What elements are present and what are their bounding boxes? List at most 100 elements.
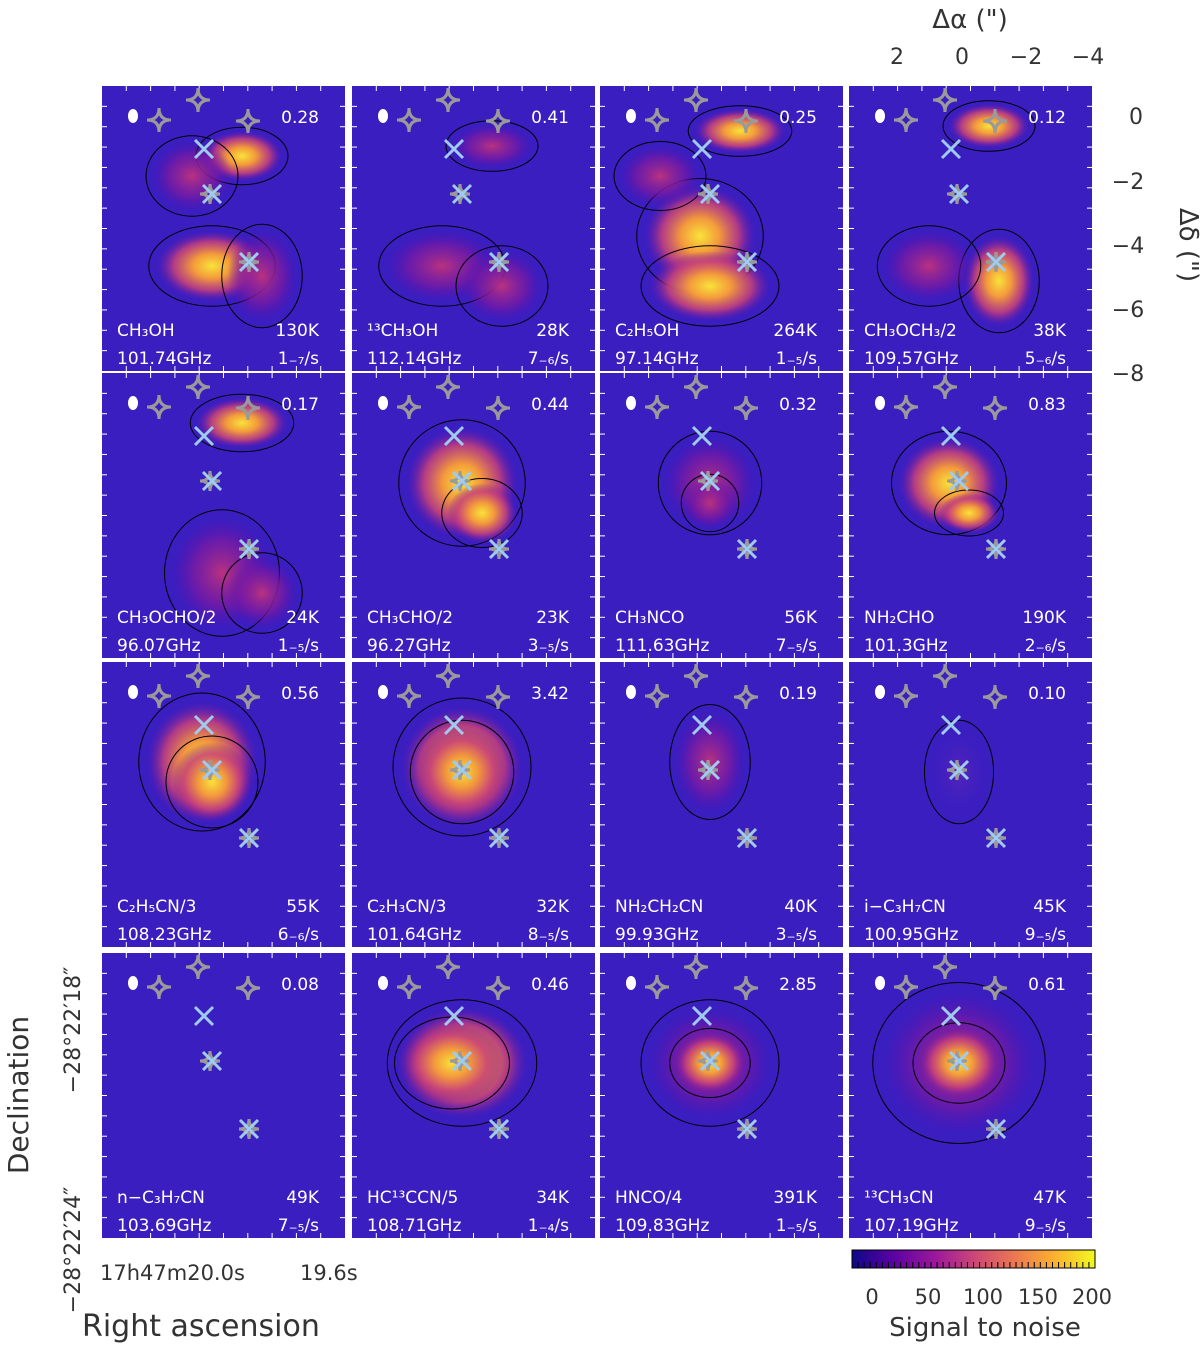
contour-line	[934, 489, 1004, 537]
contour-line	[386, 999, 538, 1127]
emission-blob	[695, 109, 785, 153]
colorbar-tick: 100	[963, 1285, 1003, 1309]
map-panel: 0.32 CH₃NCO 56K 111.63GHz 7₋₅/s	[600, 373, 843, 658]
emission-blob	[197, 398, 287, 448]
right-axis-tick: −6	[1112, 298, 1144, 323]
contour-line	[640, 245, 780, 327]
map-panel: 0.17 CH₃OCHO/2 24K 96.07GHz 1₋₅/s	[102, 373, 345, 658]
source-markers	[644, 87, 759, 273]
peak-value: 0.46	[531, 975, 569, 995]
upper-energy: 47K	[1033, 1188, 1067, 1208]
upper-energy: 264K	[773, 321, 817, 341]
peak-value: 0.61	[1028, 975, 1066, 995]
contour-line	[613, 141, 707, 211]
color-scale: 1₋₅/s	[278, 636, 319, 656]
color-scale: 5₋₆/s	[1025, 349, 1066, 369]
line-frequency: 103.69GHz	[117, 1216, 211, 1236]
beam-ellipse	[128, 976, 138, 990]
emission-blob	[949, 104, 1029, 148]
molecule-name: CH₃NCO	[615, 608, 684, 628]
emission-blob	[462, 251, 542, 321]
map-panel: 0.12 CH₃OCH₃/2 38K 109.57GHz 5₋₆/s	[849, 86, 1092, 371]
molecule-name: ¹³CH₃OH	[367, 321, 438, 341]
left-axis: Declination −28°22′18″ −28°22′24″	[2, 967, 86, 1314]
top-axis-tick: 2	[890, 45, 904, 70]
molecule-name: HC¹³CCN/5	[367, 1188, 458, 1208]
line-frequency: 101.64GHz	[367, 925, 461, 945]
source-markers	[146, 663, 261, 849]
contour-line	[221, 552, 303, 634]
beam-ellipse	[128, 396, 138, 410]
molecule-name: CH₃OH	[117, 321, 175, 341]
panel-ticks	[102, 662, 345, 947]
contour-line	[398, 419, 526, 547]
color-scale: 9₋₅/s	[1025, 925, 1066, 945]
color-scale: 3₋₅/s	[776, 925, 817, 945]
panel-grid: 0.28 CH₃OH 130K 101.74GHz 1₋₇/s 0.41 ¹³CH₃OH 28…	[102, 86, 1092, 1238]
contour-line	[942, 100, 1036, 152]
map-panel: 0.83 NH₂CHO 190K 101.3GHz 2₋₆/s	[849, 373, 1092, 658]
upper-energy: 56K	[784, 608, 818, 628]
beam-ellipse	[378, 109, 388, 123]
line-frequency: 97.14GHz	[615, 349, 699, 369]
color-scale: 8₋₅/s	[528, 925, 569, 945]
upper-energy: 190K	[1022, 608, 1066, 628]
peak-value: 0.28	[281, 108, 319, 128]
upper-energy: 24K	[286, 608, 320, 628]
panel-ticks	[600, 373, 843, 658]
contour-line	[145, 135, 239, 217]
contour-line	[455, 245, 549, 327]
right-axis-tick: −4	[1112, 234, 1144, 259]
molecule-name: NH₂CHO	[864, 608, 934, 628]
molecule-name: CH₃OCH₃/2	[864, 321, 957, 341]
molecule-name: HNCO/4	[615, 1188, 682, 1208]
contour-line	[687, 105, 793, 157]
contour-line	[872, 982, 1046, 1144]
upper-energy: 23K	[536, 608, 570, 628]
peak-value: 0.19	[779, 684, 817, 704]
line-frequency: 96.07GHz	[117, 636, 201, 656]
emission-layer	[613, 105, 793, 327]
beam-ellipse	[378, 976, 388, 990]
source-markers	[396, 87, 511, 273]
peak-value: 2.85	[779, 975, 817, 995]
panel-ticks	[600, 86, 843, 371]
emission-blob	[452, 124, 532, 168]
contour-line	[392, 697, 532, 837]
panel-ticks	[352, 373, 595, 658]
color-scale: 7₋₅/s	[278, 1216, 319, 1236]
beam-ellipse	[378, 396, 388, 410]
upper-energy: 45K	[1033, 897, 1067, 917]
emission-blob	[884, 231, 974, 301]
panel-ticks	[352, 86, 595, 371]
right-axis: 0 −2 −4 −6 −8 Δδ (")	[1112, 105, 1200, 387]
source-markers	[146, 87, 261, 273]
color-scale: 9₋₅/s	[1025, 1216, 1066, 1236]
beam-ellipse	[626, 109, 636, 123]
top-axis-tick: −4	[1072, 45, 1104, 70]
contour-line	[657, 430, 763, 536]
panel-background	[102, 953, 345, 1238]
right-axis-tick: −2	[1112, 170, 1144, 195]
contour-line	[669, 704, 751, 820]
molecule-name: ¹³CH₃CN	[864, 1188, 934, 1208]
map-panel: 3.42 C₂H₃CN/3 32K 101.64GHz 8₋₅/s	[352, 662, 595, 947]
peak-value: 0.10	[1028, 684, 1066, 704]
molecule-name: C₂H₃CN/3	[367, 897, 446, 917]
contour-line	[891, 430, 1007, 536]
source-markers	[146, 954, 261, 1140]
panel-ticks	[849, 373, 1092, 658]
upper-energy: 28K	[536, 321, 570, 341]
source-markers	[396, 954, 511, 1140]
panel-ticks	[600, 662, 843, 947]
panel-ticks	[352, 953, 595, 1238]
colorbar-tick: 0	[865, 1285, 878, 1309]
emission-blob	[620, 146, 700, 206]
peak-value: 0.25	[779, 108, 817, 128]
map-panel: 0.44 CH₃CHO/2 23K 96.27GHz 3₋₅/s	[352, 373, 595, 658]
beam-ellipse	[128, 109, 138, 123]
map-panel: 0.19 NH₂CH₂CN 40K 99.93GHz 3₋₅/s	[600, 662, 843, 947]
top-axis-tick: −2	[1010, 45, 1042, 70]
line-frequency: 107.19GHz	[864, 1216, 958, 1236]
color-scale: 3₋₅/s	[528, 636, 569, 656]
